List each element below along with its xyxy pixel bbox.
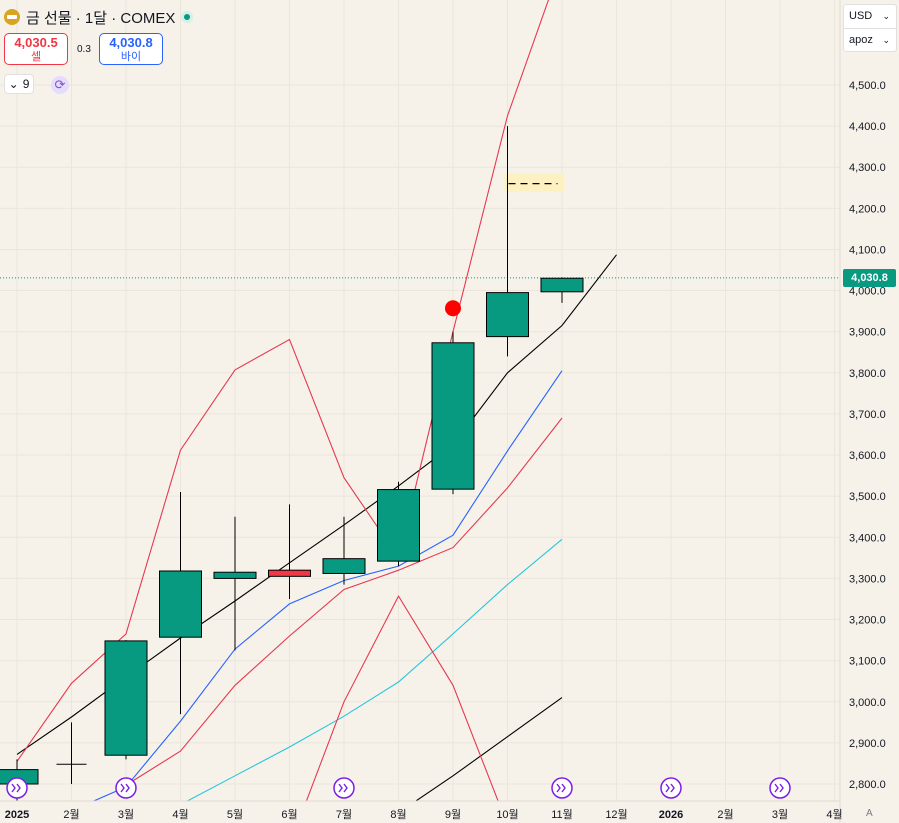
candle-body	[377, 489, 420, 562]
y-tick-label: 4,200.0	[849, 203, 886, 215]
event-icon	[769, 777, 791, 799]
y-tick-label: 3,000.0	[849, 697, 886, 709]
event-icon-chevron	[338, 783, 348, 793]
event-icon-chevron	[774, 783, 784, 793]
x-tick-label: 8월	[390, 808, 406, 821]
indicator-count: 9	[22, 77, 30, 91]
overlay-line	[186, 538, 563, 801]
x-tick-label: 10월	[496, 808, 518, 821]
buy-label: 바이	[120, 51, 142, 63]
unit-select[interactable]: apoz ⌄	[844, 28, 896, 52]
y-tick-label: 4,500.0	[849, 80, 886, 92]
buy-button[interactable]: 4,030.8 바이	[99, 33, 163, 65]
buy-price: 4,030.8	[109, 35, 153, 50]
x-tick-label: 4월	[826, 808, 842, 821]
candle-body	[540, 277, 584, 293]
currency-select[interactable]: USD ⌄	[844, 5, 896, 28]
sell-label: 셀	[30, 51, 42, 63]
y-tick-label: 3,300.0	[849, 573, 886, 585]
refresh-icon[interactable]: ⟳	[51, 76, 69, 94]
spread-value: 0.3	[77, 44, 91, 55]
x-tick-label: 2026	[659, 809, 683, 821]
x-tick-label: 2025	[5, 809, 29, 821]
y-tick-label: 3,500.0	[849, 491, 886, 503]
x-tick-label: 2월	[63, 808, 79, 821]
y-tick-label: 2,900.0	[849, 738, 886, 750]
y-tick-label: 3,600.0	[849, 450, 886, 462]
sell-price: 4,030.5	[14, 35, 58, 50]
y-tick-label: 2,800.0	[849, 779, 886, 791]
event-icon-chevron	[556, 783, 566, 793]
chevron-down-icon: ⌄	[882, 11, 890, 21]
overlay-line	[92, 370, 563, 801]
candle-body	[268, 569, 311, 577]
signal-dot	[445, 300, 461, 317]
event-icon	[115, 777, 137, 799]
chevron-down-icon: ⌄	[882, 35, 890, 45]
indicators-toggle-button[interactable]: ⌄ 9	[4, 74, 34, 94]
x-tick-label: 3월	[118, 808, 134, 821]
event-icon	[551, 777, 573, 799]
gold-coin-icon	[4, 9, 20, 25]
target-band	[504, 173, 565, 192]
candle-body	[213, 571, 257, 579]
x-tick-label: 9월	[445, 808, 461, 821]
candle-body	[486, 292, 529, 338]
event-icon-chevron	[665, 783, 675, 793]
chevron-down-icon: ⌄	[8, 77, 19, 91]
y-tick-label: 3,400.0	[849, 532, 886, 544]
x-tick-label: 4월	[172, 808, 188, 821]
y-tick-label: 3,900.0	[849, 327, 886, 339]
x-tick-label: 11월	[551, 808, 573, 821]
currency-selector[interactable]: USD ⌄ apoz ⌄	[843, 4, 897, 52]
auto-scale-button[interactable]: A	[866, 808, 873, 819]
symbol-title: 금 선물 · 1달 · COMEX	[26, 9, 176, 27]
y-tick-label: 4,100.0	[849, 244, 886, 256]
y-tick-label: 3,700.0	[849, 409, 886, 421]
event-icon-chevron	[120, 783, 130, 793]
last-price-label: 4,030.8	[843, 269, 896, 287]
y-tick-label: 3,800.0	[849, 368, 886, 380]
y-tick-label: 4,400.0	[849, 121, 886, 133]
x-tick-label: 2월	[717, 808, 733, 821]
event-icon	[333, 777, 355, 799]
y-tick-label: 3,200.0	[849, 615, 886, 627]
overlay-line	[125, 417, 563, 786]
candle-body	[431, 342, 475, 490]
overlay-line	[305, 594, 499, 801]
candle-body	[322, 558, 366, 574]
candle-body	[159, 570, 202, 638]
market-open-icon	[181, 11, 194, 23]
y-tick-label: 4,300.0	[849, 162, 886, 174]
event-icon	[660, 777, 682, 799]
event-icon	[6, 777, 28, 799]
y-tick-label: 3,100.0	[849, 656, 886, 668]
symbol-header[interactable]: 금 선물 · 1달 · COMEX	[4, 6, 194, 28]
candle-body	[104, 640, 148, 756]
x-tick-label: 3월	[772, 808, 788, 821]
event-icon-chevron	[11, 783, 21, 793]
y-tick-label: 4,000.0	[849, 286, 886, 298]
sell-button[interactable]: 4,030.5 셀	[4, 33, 68, 65]
x-tick-label: 7월	[336, 808, 352, 821]
x-tick-label: 5월	[227, 808, 243, 821]
x-tick-label: 12월	[605, 808, 627, 821]
x-tick-label: 6월	[281, 808, 297, 821]
plot-area	[0, 0, 840, 801]
